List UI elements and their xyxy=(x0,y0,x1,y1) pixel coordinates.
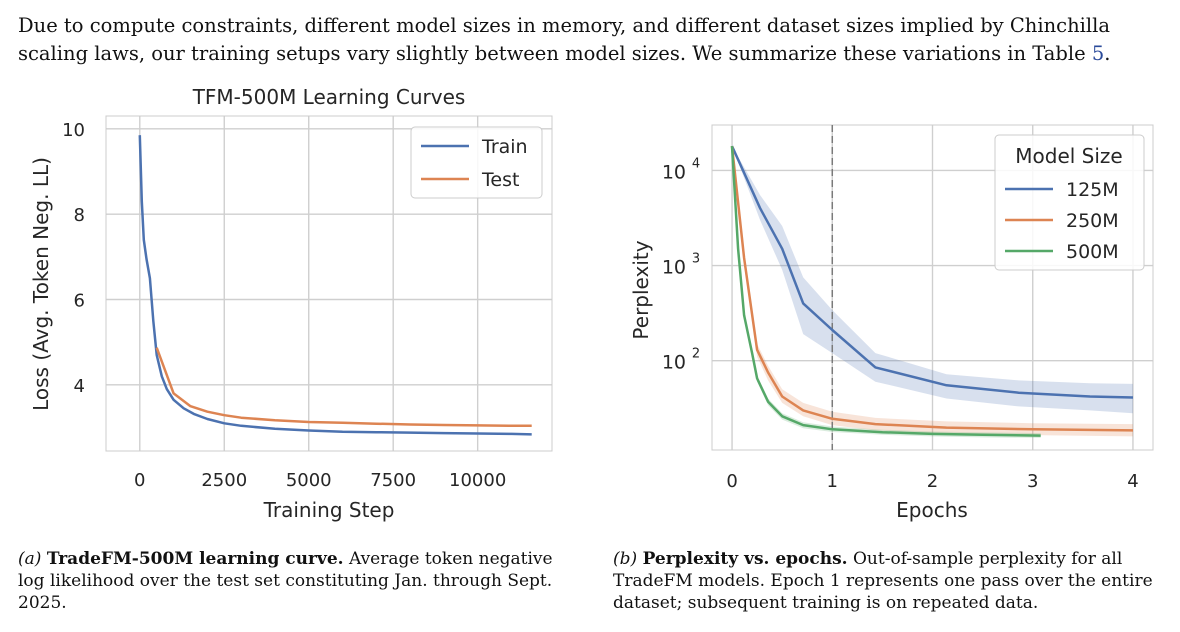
legend-500m-label: 500M xyxy=(1066,241,1119,263)
legend-title: Model Size xyxy=(1015,144,1122,168)
chart-b: 0 1 2 3 4 10 2 10 3 10 4 Epochs Perplexity Model S… xyxy=(629,124,1154,522)
chart-a-xtick-label: 0 xyxy=(134,470,145,491)
chart-b-ylabel: Perplexity xyxy=(629,240,653,339)
legend-train-label: Train xyxy=(481,136,528,158)
chart-a-legend: Train Test xyxy=(410,126,543,199)
chart-b-xtick-label: 3 xyxy=(1027,471,1038,492)
chart-a-xtick-label: 10000 xyxy=(449,470,506,491)
caption-b: (b) Perplexity vs. epochs. Out-of-sample… xyxy=(613,548,1168,614)
series-line-train xyxy=(138,135,532,436)
chart-b-xlabel: Epochs xyxy=(896,498,968,522)
chart-a-ylabel: Loss (Avg. Token Neg. LL) xyxy=(29,157,53,411)
legend-125m-label: 125M xyxy=(1066,179,1119,201)
legend-250m-label: 250M xyxy=(1066,210,1119,232)
caption-a-label: (a) xyxy=(18,549,42,569)
series-line-500m xyxy=(730,146,1041,437)
chart-b-legend: Model Size 125M 250M 500M xyxy=(994,134,1145,271)
chart-a-ytick-label: 4 xyxy=(74,376,85,397)
chart-a-series xyxy=(138,135,532,436)
chart-b-ytick-exponent: 2 xyxy=(692,347,700,362)
chart-b-xtick-label: 2 xyxy=(927,471,938,492)
chart-a-xlabel: Training Step xyxy=(263,498,395,522)
caption-a: (a) TradeFM-500M learning curve. Average… xyxy=(18,548,570,614)
chart-b-xtick-label: 4 xyxy=(1127,471,1138,492)
caption-a-title: TradeFM-500M learning curve. xyxy=(46,549,344,569)
caption-b-title: Perplexity vs. epochs. xyxy=(642,549,848,569)
chart-b-legend-box xyxy=(994,134,1145,271)
series-line-125m xyxy=(730,145,1134,399)
chart-a-xtick-label: 5000 xyxy=(286,470,332,491)
chart-a-xtick-label: 2500 xyxy=(201,470,247,491)
chart-a-frame xyxy=(105,115,553,452)
intro-paragraph: Due to compute constraints, different mo… xyxy=(18,12,1168,68)
legend-test-label: Test xyxy=(481,169,519,191)
intro-text: Due to compute constraints, different mo… xyxy=(18,14,1110,65)
chart-a-title: TFM-500M Learning Curves xyxy=(192,85,466,109)
series-line-250m xyxy=(730,145,1134,432)
chart-b-xtick-label: 1 xyxy=(827,471,838,492)
caption-b-label: (b) xyxy=(613,549,638,569)
chart-b-series xyxy=(730,145,1134,437)
chart-a-ticks: 0 2500 5000 7500 10000 4 6 8 10 xyxy=(62,120,506,491)
series-line-test xyxy=(155,347,532,428)
chart-b-ytick-label: 10 xyxy=(662,352,686,374)
chart-b-ticks: 0 1 2 3 4 10 2 10 3 10 4 xyxy=(662,156,1139,492)
chart-b-frame xyxy=(711,124,1154,451)
caption-b-body: Out-of-sample perplexity for all TradeFM… xyxy=(613,549,1153,613)
chart-a: TFM-500M Learning Curves 0 2500 5000 7500 10… xyxy=(29,85,553,522)
chart-b-ytick-label: 10 xyxy=(662,257,686,279)
intro-text-end: . xyxy=(1104,42,1111,65)
chart-a-ytick-label: 8 xyxy=(74,205,85,226)
table-reference-link[interactable]: 5 xyxy=(1091,42,1105,65)
chart-b-ytick-exponent: 4 xyxy=(692,156,700,171)
chart-b-xtick-label: 0 xyxy=(726,471,737,492)
chart-a-ytick-label: 6 xyxy=(74,291,85,312)
chart-b-ytick-label: 10 xyxy=(662,161,686,183)
chart-b-ytick-exponent: 3 xyxy=(692,252,700,267)
caption-a-body: Average token negative log likelihood ov… xyxy=(18,549,553,613)
chart-a-xtick-label: 7500 xyxy=(370,470,416,491)
chart-a-ytick-label: 10 xyxy=(62,120,85,141)
